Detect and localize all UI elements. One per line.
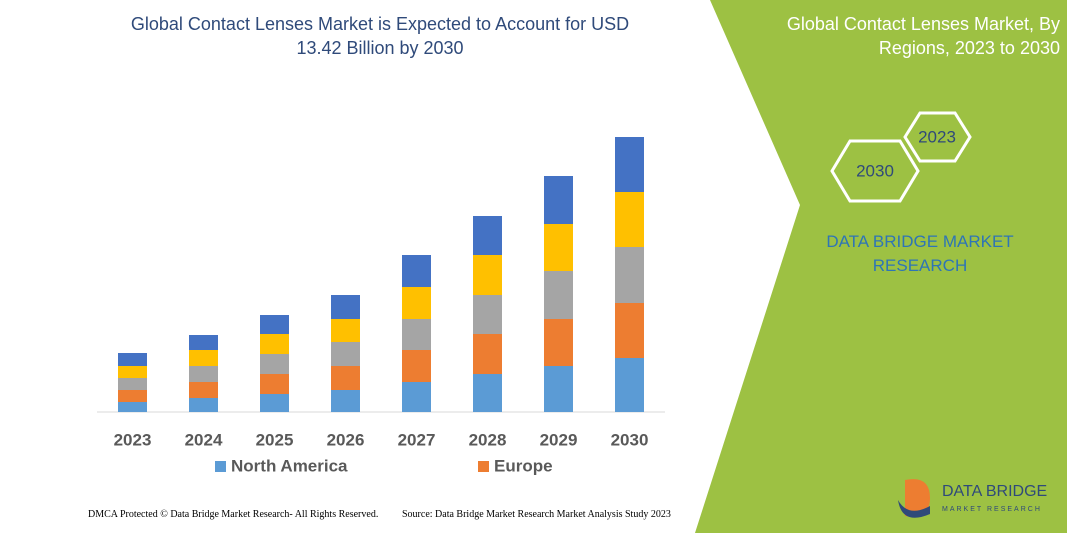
bar-segment [331,390,360,412]
bar-segment [615,192,644,247]
bar-segment [615,137,644,192]
bar-segment [331,319,360,342]
bar-segment [402,350,431,382]
bar-segment [260,354,289,374]
bar-segment [473,295,502,334]
legend-label: Europe [494,456,553,475]
bar-segment [331,295,360,319]
bar-segment [544,319,573,366]
x-tick-label: 2026 [327,430,365,449]
bar-segment [260,374,289,394]
bar-segment [473,255,502,295]
brand: DATA BRIDGE MARKET RESEARCH [826,232,1014,275]
bar-segment [402,382,431,412]
footer-right: Source: Data Bridge Market Research Mark… [402,509,671,520]
chart-title: Global Contact Lenses Market is Expected… [130,14,630,58]
panel-title: Global Contact Lenses Market, By Regions… [786,14,1060,58]
bar-segment [189,350,218,366]
x-tick-label: 2024 [185,430,223,449]
bar-segment [189,335,218,350]
side-panel [695,0,1067,533]
bar-segment [615,358,644,412]
bar-segment [118,402,147,412]
bar-segment [118,390,147,402]
bar-segment [544,176,573,224]
bar-segment [331,366,360,390]
x-tick-label: 2023 [114,430,152,449]
bar-segment [473,216,502,255]
bar-segment [260,315,289,334]
logo-mark [898,500,930,518]
legend-swatch [215,461,226,472]
hex-label: 2030 [856,161,894,180]
bar-segment [402,287,431,319]
legend-swatch [478,461,489,472]
logo-name: DATA BRIDGE [942,483,1047,500]
hex-label: 2023 [918,127,956,146]
bar-segment [118,366,147,378]
bar-segment [260,334,289,354]
bar-segment [473,374,502,412]
x-tick-label: 2030 [611,430,649,449]
bar-segment [402,319,431,350]
bar-segment [118,378,147,390]
bar-segment [189,382,218,398]
bar-segment [331,342,360,366]
bar-segment [189,366,218,382]
bar-segment [118,353,147,366]
hexagon [830,139,920,203]
bar-segment [544,366,573,412]
bar-segment [402,255,431,287]
x-tick-label: 2028 [469,430,507,449]
logo-tagline: MARKET RESEARCH [942,506,1042,513]
footer-left: DMCA Protected © Data Bridge Market Rese… [88,509,379,520]
bar-segment [260,394,289,412]
x-tick-label: 2025 [256,430,294,449]
logo-mark [905,479,930,517]
bar-segment [544,271,573,319]
x-tick-label: 2027 [398,430,436,449]
bar-segment [189,398,218,412]
bar-segment [473,334,502,374]
x-tick-label: 2029 [540,430,578,449]
bar-segment [615,247,644,303]
bar-segment [544,224,573,271]
hexagon [903,111,972,163]
bar-segment [615,303,644,358]
legend-label: North America [231,456,348,475]
